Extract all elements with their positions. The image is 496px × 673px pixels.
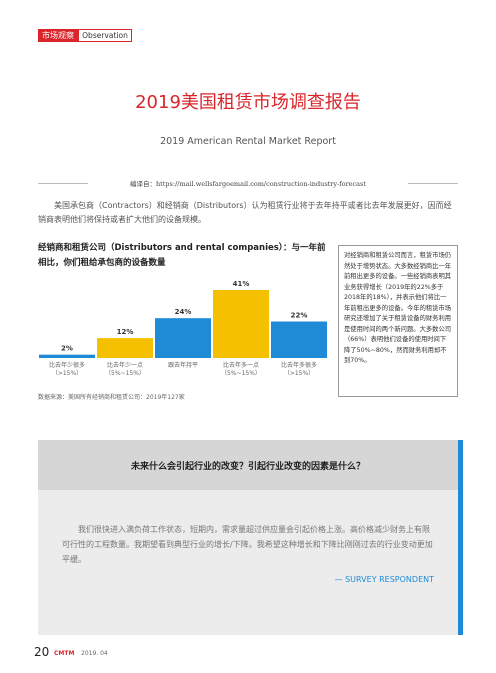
quote-attribution: — SURVEY RESPONDENT xyxy=(334,575,434,584)
quote-body: 我们很快进入满负荷工作状态，短期内，需求量超过供应量会引起价格上涨。高价格减少财… xyxy=(62,525,433,564)
sidebar: 对经销商和租赁公司而言，租赁市场仍然处于增势状态。大多数经销商比一年前租出更多的… xyxy=(338,245,458,397)
rule xyxy=(408,183,458,184)
category-label: （>15%） xyxy=(52,370,82,377)
category-label: 比去年少一点 xyxy=(107,361,143,369)
chart-title: 经销商和租赁公司（Distributors and rental compani… xyxy=(38,243,326,268)
bar xyxy=(97,338,153,358)
value-label: 41% xyxy=(233,280,250,288)
source-note: 编译自：https://mail.wellsfargoemail.com/con… xyxy=(129,180,366,188)
date: 2019. 04 xyxy=(81,650,108,657)
value-label: 22% xyxy=(291,312,308,320)
section-tag: Observation xyxy=(78,29,132,42)
category-label: （>15%） xyxy=(284,370,314,377)
accent-bar xyxy=(458,440,463,635)
title: 2019美国租赁市场调查报告 xyxy=(135,92,361,113)
quote-question: 未来什么会引起行业的改变？引起行业改变的因素是什么？ xyxy=(130,462,365,472)
value-label: 2% xyxy=(61,345,73,353)
category-label: 比去年多很多 xyxy=(281,361,317,369)
chart: 2%比去年少很多（>15%）12%比去年少一点（5%~15%）24%跟去年持平4… xyxy=(39,280,327,377)
bar xyxy=(213,290,269,358)
quote-header xyxy=(38,440,458,490)
brand: CMTM xyxy=(54,650,75,657)
bar xyxy=(271,321,327,358)
rule xyxy=(38,183,88,184)
chart-source: 数据来源：美国所有经销商和租赁公司：2019年127家 xyxy=(38,394,185,401)
category-label: （5%~15%） xyxy=(221,370,261,377)
page-number: 20 xyxy=(34,645,50,659)
value-label: 12% xyxy=(117,328,134,336)
bar xyxy=(39,354,95,358)
subtitle: 2019 American Rental Market Report xyxy=(160,136,336,147)
category-label: （5%~15%） xyxy=(105,370,145,377)
section-label: 市场观察 xyxy=(38,29,78,42)
category-label: 跟去年持平 xyxy=(168,361,198,369)
bar xyxy=(155,318,211,358)
value-label: 24% xyxy=(175,308,192,316)
category-label: 比去年多一点 xyxy=(223,361,259,369)
category-label: 比去年少很多 xyxy=(49,361,85,369)
intro: 美国承包商（Contractors）和经销商（Distributors）认为租赁… xyxy=(38,201,452,224)
